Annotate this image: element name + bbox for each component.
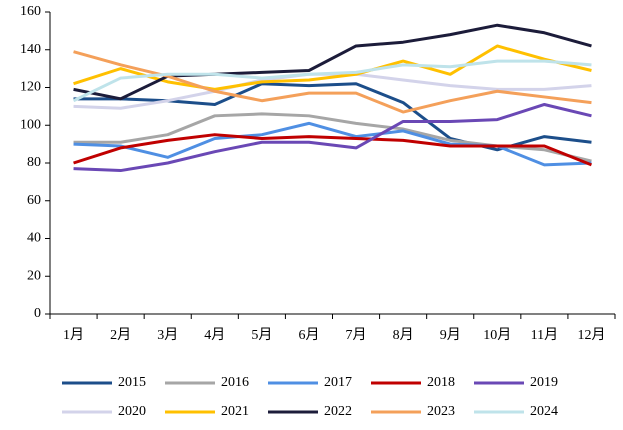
series-line xyxy=(72,59,592,103)
series-line xyxy=(73,102,592,173)
x-tick-label: 11月 xyxy=(531,327,558,343)
legend-label: 2016 xyxy=(221,375,249,390)
x-tick-label: 4月 xyxy=(204,327,225,343)
series-line xyxy=(73,72,592,110)
legend-label: 2024 xyxy=(530,404,558,419)
x-tick-label: 1月 xyxy=(63,327,84,343)
y-tick-label: 80 xyxy=(27,155,41,170)
y-tick-label: 100 xyxy=(20,117,41,132)
y-tick-label: 120 xyxy=(20,80,41,95)
y-tick-label: 140 xyxy=(20,42,41,57)
legend-label: 2018 xyxy=(427,375,455,390)
legend-label: 2021 xyxy=(221,404,249,419)
legend-label: 2022 xyxy=(324,404,352,419)
y-tick-label: 40 xyxy=(27,231,41,246)
y-tick-label: 0 xyxy=(34,306,41,321)
y-tick-label: 160 xyxy=(20,4,41,19)
legend-label: 2020 xyxy=(118,404,146,419)
x-tick-label: 8月 xyxy=(393,327,414,343)
x-tick-label: 12月 xyxy=(577,327,605,343)
legend-label: 2015 xyxy=(118,375,146,390)
x-tick-label: 7月 xyxy=(346,327,367,343)
x-tick-label: 9月 xyxy=(440,327,461,343)
x-tick-label: 6月 xyxy=(298,327,319,343)
y-tick-label: 60 xyxy=(27,193,41,208)
series-line xyxy=(73,23,592,101)
legend-label: 2023 xyxy=(427,404,455,419)
y-tick-label: 20 xyxy=(27,268,41,283)
x-tick-label: 5月 xyxy=(251,327,272,343)
legend-label: 2019 xyxy=(530,375,558,390)
x-tick-label: 3月 xyxy=(157,327,178,343)
series-line xyxy=(73,121,592,167)
series-line xyxy=(73,133,593,167)
legend-label: 2017 xyxy=(324,375,352,390)
x-tick-label: 2月 xyxy=(110,327,131,343)
x-tick-label: 10月 xyxy=(483,327,511,343)
